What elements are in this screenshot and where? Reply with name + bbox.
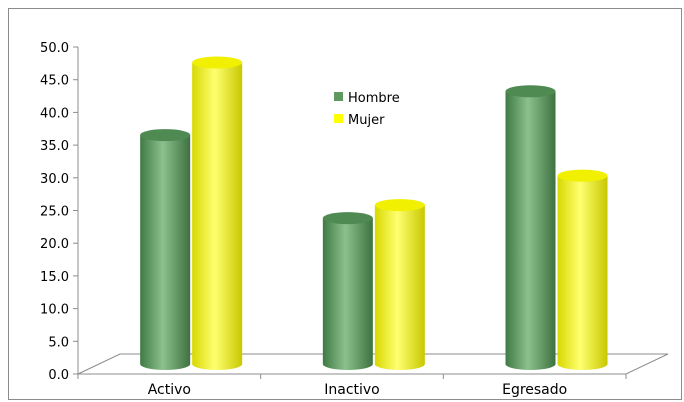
bar-mujer-activo	[192, 56, 243, 370]
bar-body	[322, 218, 373, 370]
bar-body	[374, 205, 425, 370]
bars-layer	[140, 56, 608, 371]
y-tick-label: 20.0	[40, 237, 69, 252]
y-tick-label: 0.0	[48, 368, 69, 383]
y-tick-label: 35.0	[40, 139, 69, 154]
bar-top	[374, 199, 425, 212]
legend-label-mujer: Mujer	[348, 113, 385, 128]
bar-top	[322, 212, 373, 225]
category-label: Activo	[148, 382, 191, 398]
bar-top	[192, 56, 243, 69]
legend-label-hombre: Hombre	[348, 91, 400, 106]
y-tick-label: 45.0	[40, 74, 69, 89]
bar-mujer-egresado	[557, 169, 608, 370]
bar-top	[557, 169, 608, 182]
bar-body	[557, 175, 608, 370]
y-tick-label: 15.0	[40, 270, 69, 285]
y-tick-label: 25.0	[40, 205, 69, 220]
legend: Hombre Mujer	[334, 91, 400, 128]
bar-mujer-inactivo	[374, 199, 425, 370]
bar-top	[140, 129, 191, 142]
y-tick-label: 50.0	[40, 41, 69, 56]
legend-swatch-hombre	[334, 92, 343, 101]
category-label: Inactivo	[324, 382, 380, 398]
bar-top	[505, 85, 556, 98]
bar-body	[192, 62, 243, 370]
y-tick-label: 30.0	[40, 172, 69, 187]
y-tick-label: 40.0	[40, 106, 69, 121]
y-tick-label: 5.0	[48, 335, 69, 350]
bar-hombre-activo	[140, 129, 191, 370]
category-label: Egresado	[502, 382, 567, 398]
bar-body	[140, 135, 191, 370]
y-tick-label: 10.0	[40, 303, 69, 318]
bar-body	[505, 91, 556, 371]
bar-hombre-inactivo	[322, 212, 373, 370]
bar-hombre-egresado	[505, 85, 556, 371]
legend-swatch-mujer	[334, 114, 343, 123]
